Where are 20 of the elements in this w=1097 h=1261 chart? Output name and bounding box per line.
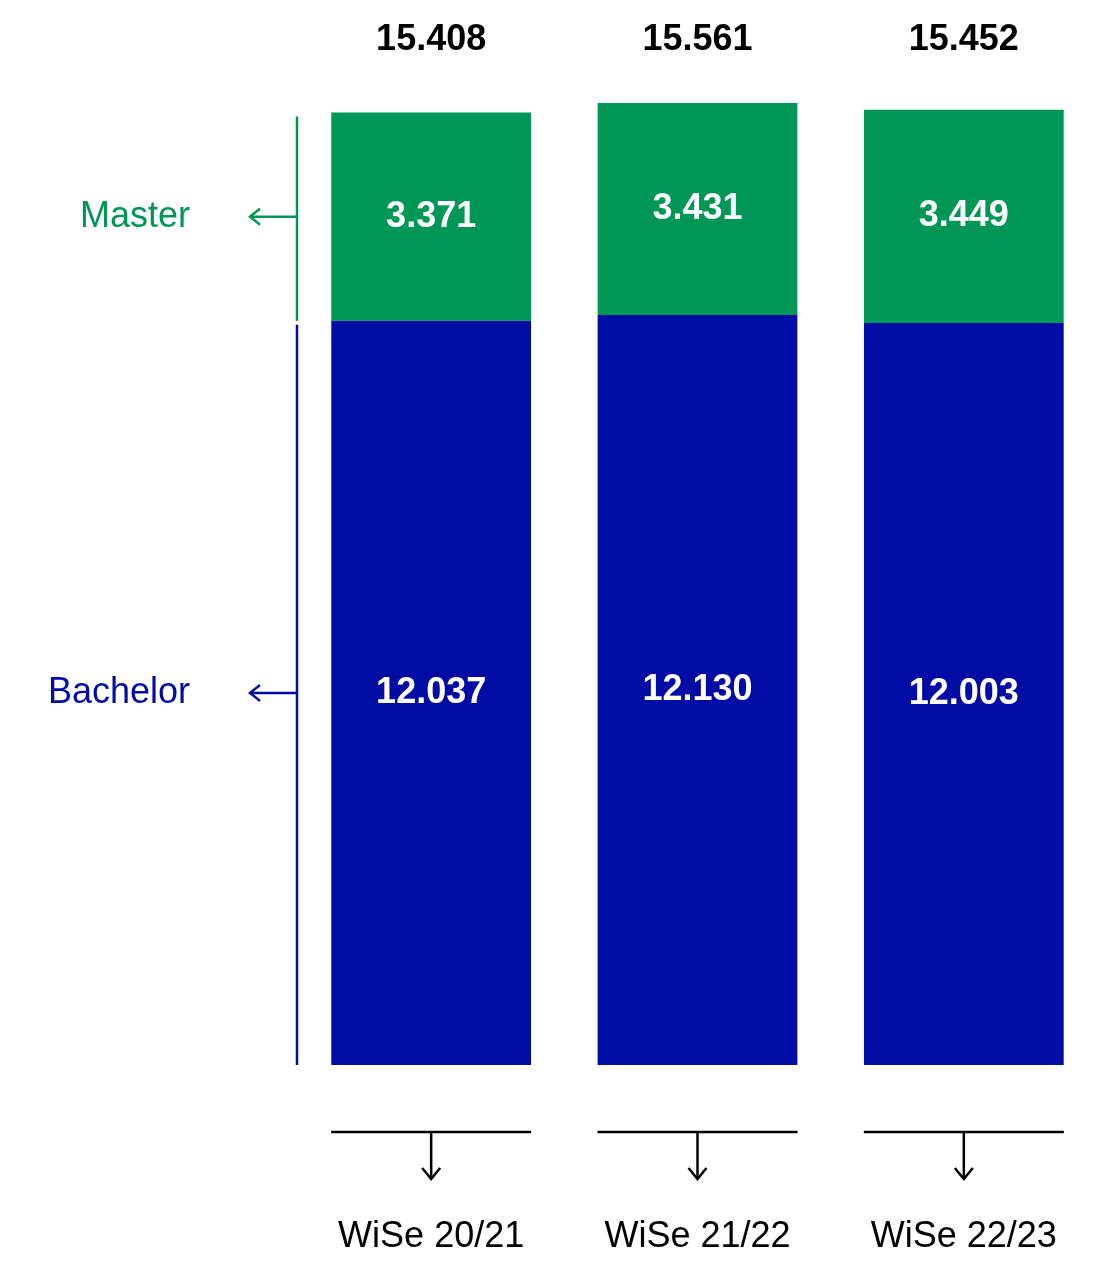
total-label: 15.452 — [908, 16, 1019, 58]
bar — [597, 103, 798, 316]
data-label: 12.003 — [908, 670, 1019, 712]
bar — [331, 112, 532, 321]
bar — [597, 315, 798, 1065]
total-label: 15.408 — [376, 16, 487, 58]
x-tick-label: WiSe 21/22 — [604, 1213, 791, 1255]
bar — [331, 320, 532, 1065]
bar — [863, 322, 1064, 1065]
x-tick-label: WiSe 22/23 — [870, 1213, 1057, 1255]
data-label: 3.371 — [386, 193, 477, 235]
data-label: 3.431 — [652, 185, 743, 227]
data-label: 3.449 — [918, 193, 1009, 235]
data-label: 12.130 — [642, 666, 753, 708]
x-tick-label: WiSe 20/21 — [338, 1213, 525, 1255]
data-label: 12.037 — [376, 669, 487, 711]
bar — [863, 109, 1064, 323]
total-label: 15.561 — [642, 16, 753, 58]
legend-label: Master — [79, 193, 190, 235]
legend-label: Bachelor — [47, 669, 190, 711]
